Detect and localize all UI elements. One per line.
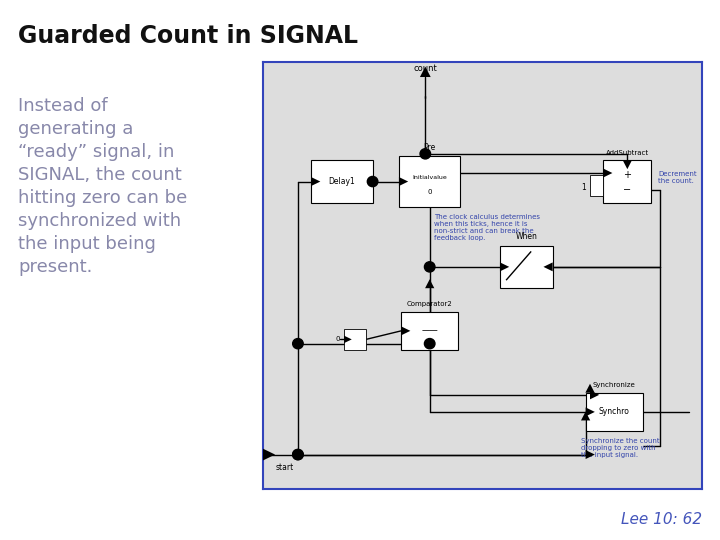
Polygon shape [425,279,434,288]
Polygon shape [623,160,632,169]
Bar [585,393,643,431]
Bar [500,246,553,288]
Bar [590,175,603,197]
Bar [399,156,461,207]
Polygon shape [500,262,509,271]
Text: start: start [276,463,294,472]
Text: ——: —— [421,326,438,335]
Polygon shape [585,408,595,416]
Text: Synchronize the count
dropping to zero with
the input signal.: Synchronize the count dropping to zero w… [581,437,660,457]
Polygon shape [544,262,553,271]
Polygon shape [344,336,352,343]
Circle shape [292,449,303,460]
Text: Lee 10: 62: Lee 10: 62 [621,511,702,526]
Polygon shape [590,390,599,399]
Circle shape [424,262,435,272]
Text: AddSubtract: AddSubtract [606,150,649,156]
Text: +: + [624,170,631,180]
Polygon shape [603,168,613,178]
Text: Initialvalue: Initialvalue [413,175,447,180]
Polygon shape [581,411,590,421]
Bar [603,160,652,203]
Text: Pre: Pre [423,143,436,152]
Text: The clock calculus determines
when this ticks, hence it is
non-strict and can br: The clock calculus determines when this … [434,213,540,240]
Polygon shape [311,177,320,186]
Text: Guarded Count in SIGNAL: Guarded Count in SIGNAL [18,24,358,48]
Bar [344,329,366,350]
Circle shape [292,339,303,349]
Text: Comparator2: Comparator2 [407,301,453,307]
Text: Delay1: Delay1 [328,177,355,186]
Polygon shape [420,66,431,77]
Text: count: count [413,64,437,73]
Polygon shape [401,326,410,335]
Text: −: − [624,185,631,195]
Text: 0: 0 [336,336,340,342]
Text: Decrement
the count.: Decrement the count. [658,171,697,184]
Bar [401,312,458,350]
Circle shape [424,339,435,349]
Text: Synchronize: Synchronize [593,382,636,388]
Text: 1: 1 [581,184,586,192]
Circle shape [292,449,303,460]
Text: Synchro: Synchro [599,407,629,416]
Text: When: When [516,232,537,241]
Circle shape [420,148,431,159]
Text: 0: 0 [428,189,432,195]
Polygon shape [585,450,595,459]
Polygon shape [263,449,275,461]
Polygon shape [399,177,408,186]
Polygon shape [585,384,595,393]
Bar [311,160,373,203]
Circle shape [367,177,378,187]
Text: Instead of
generating a
“ready” signal, in
SIGNAL, the count
hitting zero can be: Instead of generating a “ready” signal, … [18,97,187,275]
